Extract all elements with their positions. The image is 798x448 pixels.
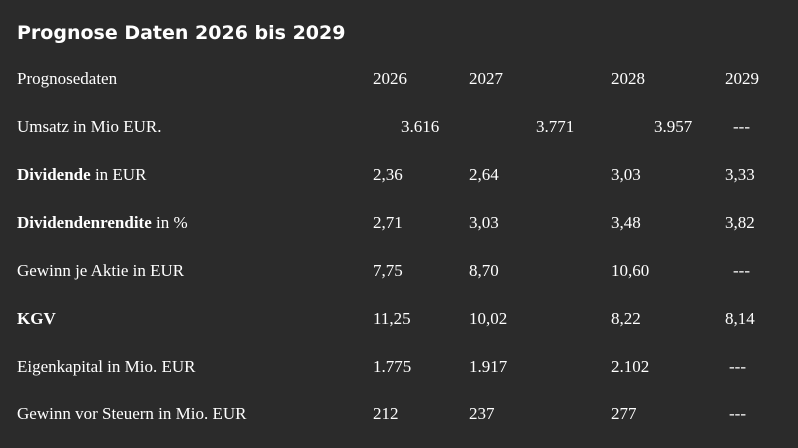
value-2029: --- — [733, 117, 750, 136]
value-2028: 3,48 — [611, 213, 641, 232]
value-2026: 1.775 — [373, 357, 412, 376]
table-row-gewinn-je-aktie: Gewinn je Aktie in EUR 7,75 8,70 10,60 -… — [0, 256, 798, 286]
header-label: Prognosedaten — [17, 69, 118, 88]
row-label: Eigenkapital in Mio. EUR — [17, 357, 196, 376]
row-label: Gewinn je Aktie in EUR — [17, 261, 185, 280]
value-2026: 2,36 — [373, 165, 403, 184]
row-label: Dividende in EUR — [17, 165, 147, 184]
value-2029: --- — [729, 357, 746, 376]
value-2028: 3,03 — [611, 165, 641, 184]
value-2026: 11,25 — [373, 309, 411, 328]
header-year-2028: 2028 — [611, 69, 645, 88]
value-2026: 212 — [373, 404, 399, 423]
value-2028: 277 — [611, 404, 637, 423]
value-2028: 8,22 — [611, 309, 641, 328]
value-2029: 3,82 — [725, 213, 755, 232]
table-row-gewinn-vor-steuern: Gewinn vor Steuern in Mio. EUR 212 237 2… — [0, 399, 798, 429]
value-2029: --- — [733, 261, 750, 280]
value-2026: 2,71 — [373, 213, 403, 232]
value-2027: 3.771 — [536, 117, 575, 136]
row-label: KGV — [17, 309, 56, 328]
table-row-kgv: KGV 11,25 10,02 8,22 8,14 — [0, 304, 798, 334]
value-2027: 10,02 — [469, 309, 508, 328]
value-2027: 3,03 — [469, 213, 499, 232]
table-row-dividendenrendite: Dividendenrendite in % 2,71 3,03 3,48 3,… — [0, 208, 798, 238]
table-header-row: Prognosedaten 2026 2027 2028 2029 — [0, 64, 798, 94]
value-2029: --- — [729, 404, 746, 423]
value-2027: 8,70 — [469, 261, 499, 280]
value-2028: 10,60 — [611, 261, 650, 280]
value-2027: 2,64 — [469, 165, 499, 184]
header-year-2029: 2029 — [725, 69, 759, 88]
page-title: Prognose Daten 2026 bis 2029 — [17, 22, 346, 44]
header-year-2027: 2027 — [469, 69, 503, 88]
value-2027: 1.917 — [469, 357, 508, 376]
value-2029: 8,14 — [725, 309, 755, 328]
value-2028: 3.957 — [654, 117, 693, 136]
row-label: Gewinn vor Steuern in Mio. EUR — [17, 404, 247, 423]
table-row-umsatz: Umsatz in Mio EUR. 3.616 3.771 3.957 --- — [0, 112, 798, 142]
row-label: Umsatz in Mio EUR. — [17, 117, 162, 136]
header-year-2026: 2026 — [373, 69, 407, 88]
value-2029: 3,33 — [725, 165, 755, 184]
value-2028: 2.102 — [611, 357, 650, 376]
value-2026: 7,75 — [373, 261, 403, 280]
table-row-eigenkapital: Eigenkapital in Mio. EUR 1.775 1.917 2.1… — [0, 352, 798, 382]
value-2027: 237 — [469, 404, 495, 423]
table-row-dividende: Dividende in EUR 2,36 2,64 3,03 3,33 — [0, 160, 798, 190]
row-label: Dividendenrendite in % — [17, 213, 188, 232]
value-2026: 3.616 — [401, 117, 440, 136]
